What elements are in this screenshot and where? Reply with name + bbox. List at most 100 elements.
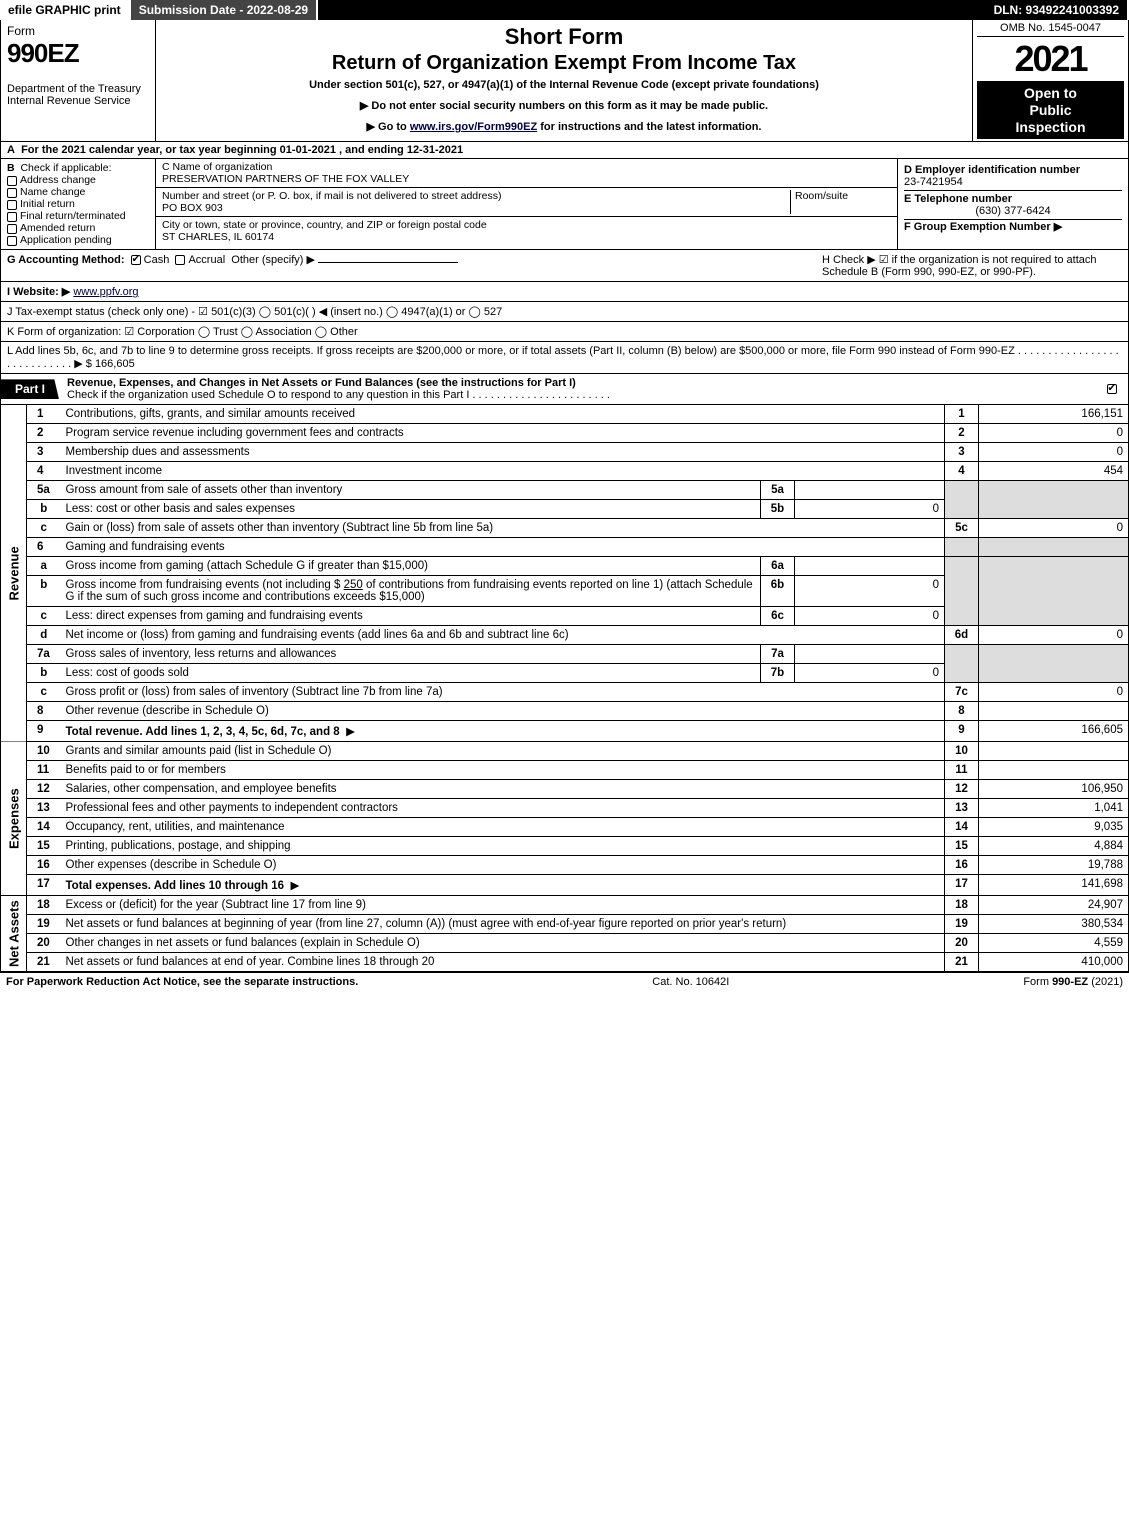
form-header: Form 990EZ Department of the Treasury In… — [0, 20, 1129, 142]
form-number: 990EZ — [7, 38, 149, 69]
opt-pending: Application pending — [20, 234, 112, 246]
part1-title: Revenue, Expenses, and Changes in Net As… — [59, 374, 1098, 404]
row-gh: G Accounting Method: Cash Accrual Other … — [0, 250, 1129, 282]
side-revenue: Revenue — [1, 405, 27, 742]
g-lbl: G Accounting Method: — [7, 254, 125, 266]
row-a: A For the 2021 calendar year, or tax yea… — [0, 142, 1129, 159]
lines-table: Revenue 1 Contributions, gifts, grants, … — [0, 405, 1129, 972]
row9-d: Total revenue. Add lines 1, 2, 3, 4, 5c,… — [66, 726, 340, 738]
row-8: 8 Other revenue (describe in Schedule O)… — [1, 702, 1129, 721]
opt-amended: Amended return — [20, 222, 95, 234]
row-k: K Form of organization: ☑ Corporation ◯ … — [0, 322, 1129, 342]
open-inspection: Open to Public Inspection — [977, 81, 1124, 139]
col-b: B Check if applicable: Address change Na… — [1, 159, 156, 249]
header-right: OMB No. 1545-0047 2021 Open to Public In… — [973, 20, 1128, 141]
row-5a: 5a Gross amount from sale of assets othe… — [1, 481, 1129, 500]
c-city-val: ST CHARLES, IL 60174 — [162, 231, 274, 243]
row-15: 15Printing, publications, postage, and s… — [1, 837, 1129, 856]
row-10: Expenses 10 Grants and similar amounts p… — [1, 742, 1129, 761]
c-name-lbl: C Name of organization — [162, 161, 272, 173]
l-text: L Add lines 5b, 6c, and 7b to line 9 to … — [7, 345, 1119, 370]
opt-address: Address change — [20, 174, 96, 186]
row-g: G Accounting Method: Cash Accrual Other … — [7, 253, 822, 278]
row-9: 9 Total revenue. Add lines 1, 2, 3, 4, 5… — [1, 721, 1129, 742]
row17-d: Total expenses. Add lines 10 through 16 — [66, 880, 285, 892]
c-room: Room/suite — [791, 190, 891, 214]
l-val: 166,605 — [95, 358, 135, 370]
row-21: 21Net assets or fund balances at end of … — [1, 953, 1129, 972]
6b-d1: Gross income from fundraising events (no… — [66, 579, 344, 591]
side-netassets: Net Assets — [1, 896, 27, 972]
irs-link[interactable]: www.irs.gov/Form990EZ — [410, 121, 537, 133]
subtitle: Under section 501(c), 527, or 4947(a)(1)… — [162, 79, 966, 91]
ck-accrual[interactable] — [175, 255, 185, 265]
part1-ck[interactable] — [1098, 383, 1128, 395]
f-group: F Group Exemption Number ▶ — [904, 220, 1122, 233]
footer-mid: Cat. No. 10642I — [652, 976, 729, 988]
dln: DLN: 93492241003392 — [986, 0, 1129, 20]
part1-title-text: Revenue, Expenses, and Changes in Net As… — [67, 377, 576, 389]
row-1: Revenue 1 Contributions, gifts, grants, … — [1, 405, 1129, 424]
e-lbl: E Telephone number — [904, 193, 1012, 205]
i-lbl: I Website: ▶ — [7, 286, 70, 298]
submission-date: Submission Date - 2022-08-29 — [131, 0, 318, 20]
6b-u: 250 — [344, 579, 363, 591]
omb-number: OMB No. 1545-0047 — [977, 22, 1124, 37]
row-2: 2 Program service revenue including gove… — [1, 424, 1129, 443]
title-return: Return of Organization Exempt From Incom… — [162, 52, 966, 75]
row-5c: c Gain or (loss) from sale of assets oth… — [1, 519, 1129, 538]
header-center: Short Form Return of Organization Exempt… — [156, 20, 973, 141]
row-3: 3 Membership dues and assessments 3 0 — [1, 443, 1129, 462]
b-title: Check if applicable: — [20, 162, 111, 174]
row-11: 11Benefits paid to or for members11 — [1, 761, 1129, 780]
d-ein: D Employer identification number 23-7421… — [904, 162, 1122, 191]
g-accrual: Accrual — [188, 254, 225, 266]
c-name-val: PRESERVATION PARTNERS OF THE FOX VALLEY — [162, 173, 409, 185]
ck-name[interactable] — [7, 188, 17, 198]
row-j: J Tax-exempt status (check only one) - ☑… — [0, 302, 1129, 322]
row-a-text: For the 2021 calendar year, or tax year … — [21, 144, 463, 156]
opt-final: Final return/terminated — [20, 210, 126, 222]
top-bar: efile GRAPHIC print Submission Date - 20… — [0, 0, 1129, 20]
ck-final[interactable] — [7, 212, 17, 222]
col-c: C Name of organization PRESERVATION PART… — [156, 159, 898, 249]
footer: For Paperwork Reduction Act Notice, see … — [0, 972, 1129, 991]
ck-initial[interactable] — [7, 200, 17, 210]
c-street-val: PO BOX 903 — [162, 202, 223, 214]
part1-header: Part I Revenue, Expenses, and Changes in… — [0, 374, 1129, 405]
row-6a: a Gross income from gaming (attach Sched… — [1, 557, 1129, 576]
row-h: H Check ▶ ☑ if the organization is not r… — [822, 253, 1122, 278]
tax-year: 2021 — [977, 41, 1124, 77]
part1-tag: Part I — [1, 379, 59, 399]
g-other: Other (specify) ▶ — [231, 254, 315, 266]
opt-initial: Initial return — [20, 198, 75, 210]
row-20: 20Other changes in net assets or fund ba… — [1, 934, 1129, 953]
row-6d: d Net income or (loss) from gaming and f… — [1, 626, 1129, 645]
c-name: C Name of organization PRESERVATION PART… — [156, 159, 897, 188]
d-val: 23-7421954 — [904, 176, 963, 188]
ck-address[interactable] — [7, 176, 17, 186]
row-18: Net Assets 18 Excess or (deficit) for th… — [1, 896, 1129, 915]
ck-cash[interactable] — [131, 255, 141, 265]
row-19: 19Net assets or fund balances at beginni… — [1, 915, 1129, 934]
c-street-lbl: Number and street (or P. O. box, if mail… — [162, 190, 501, 202]
e-phone: E Telephone number (630) 377-6424 — [904, 191, 1122, 220]
goto-pre: ▶ Go to — [367, 121, 410, 133]
side-expenses: Expenses — [1, 742, 27, 896]
org-block: B Check if applicable: Address change Na… — [0, 159, 1129, 250]
website-link[interactable]: www.ppfv.org — [73, 286, 138, 298]
efile-print[interactable]: efile GRAPHIC print — [0, 0, 131, 20]
ck-amended[interactable] — [7, 224, 17, 234]
c-city: City or town, state or province, country… — [156, 217, 897, 245]
row-17: 17Total expenses. Add lines 10 through 1… — [1, 875, 1129, 896]
row-i: I Website: ▶ www.ppfv.org — [0, 282, 1129, 302]
form-word: Form — [7, 24, 149, 38]
ck-pending[interactable] — [7, 236, 17, 246]
row-13: 13Professional fees and other payments t… — [1, 799, 1129, 818]
arrow-ssn: ▶ Do not enter social security numbers o… — [162, 99, 966, 112]
part1-sub: Check if the organization used Schedule … — [67, 389, 610, 401]
row-6: 6 Gaming and fundraising events — [1, 538, 1129, 557]
c-city-lbl: City or town, state or province, country… — [162, 219, 487, 231]
title-short-form: Short Form — [162, 24, 966, 50]
row-7a: 7a Gross sales of inventory, less return… — [1, 645, 1129, 664]
